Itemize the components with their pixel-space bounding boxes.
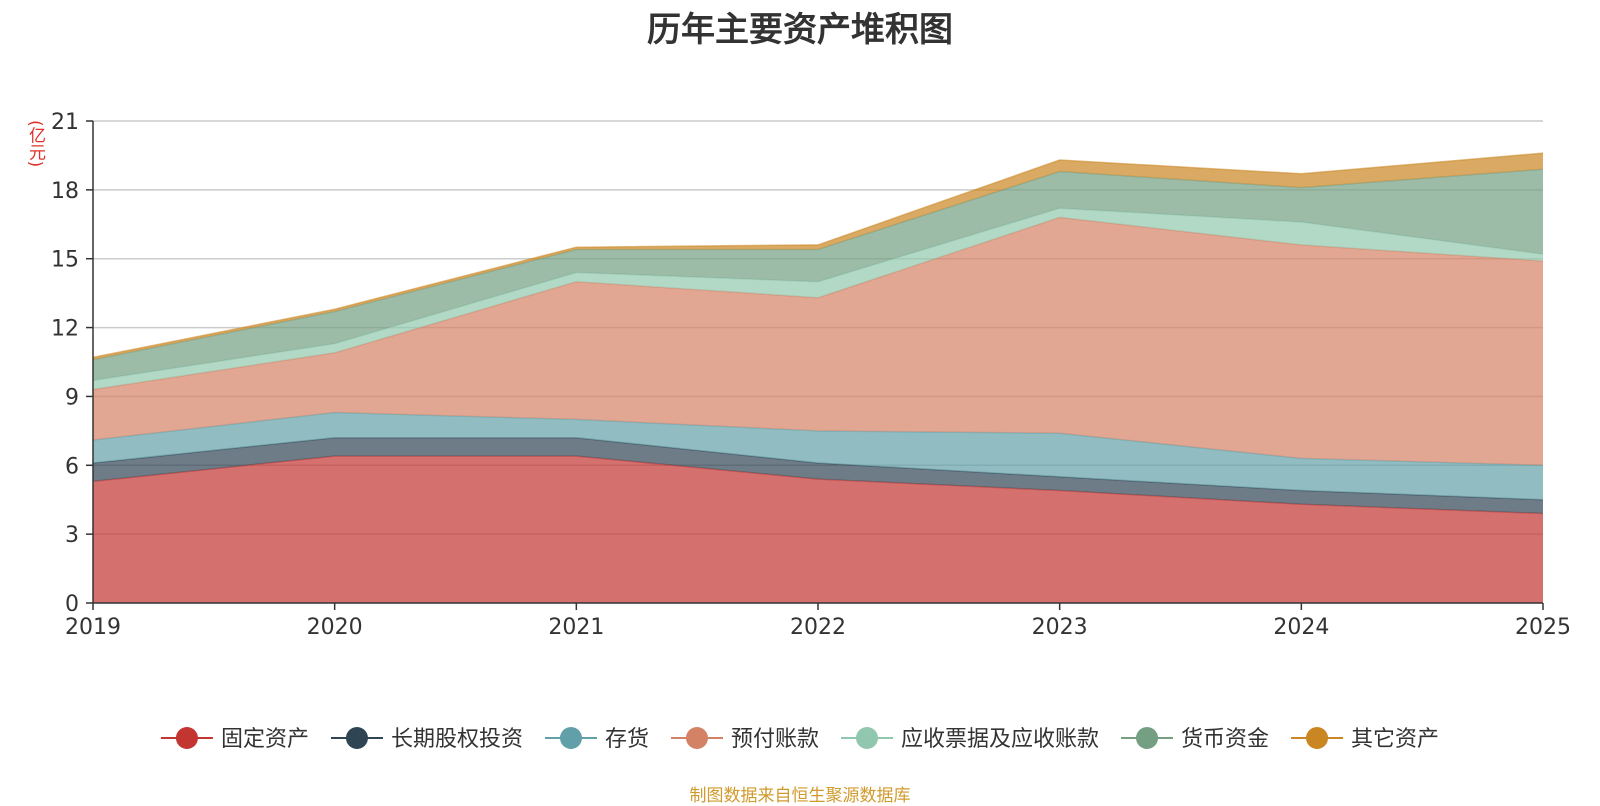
x-tick-label: 2022 [790,615,846,640]
legend-circle-icon [175,727,198,749]
area-series-edge-6 [92,152,1544,359]
area-layer [92,152,1544,603]
area-series-6 [93,153,1543,360]
legend-label: 存货 [605,727,649,752]
y-tick-label: 15 [51,248,79,273]
chart-title: 历年主要资产堆积图 [647,10,953,50]
legend-circle-icon [1306,727,1329,749]
legend-item-4[interactable]: 应收票据及应收账款 [841,727,1099,752]
x-tick-label: 2020 [307,615,363,640]
legend-circle-icon [345,727,368,749]
area-series-1 [93,437,1543,514]
legend-item-1[interactable]: 长期股权投资 [330,727,523,752]
legend-circle-icon [856,727,879,749]
legend-circle-icon [1136,727,1159,749]
y-tick-label: 3 [65,523,79,548]
area-series-3 [93,217,1543,466]
x-tick-label: 2021 [548,615,604,640]
legend-label: 固定资产 [221,727,309,752]
legend-label: 预付账款 [731,727,819,752]
y-tick-label: 6 [65,454,79,479]
y-tick-label: 0 [65,592,79,617]
legend-item-5[interactable]: 货币资金 [1121,727,1269,752]
y-tick-label: 21 [51,110,79,135]
legend-label: 其它资产 [1351,727,1439,752]
x-tick-label: 2023 [1032,615,1088,640]
legend-item-6[interactable]: 其它资产 [1291,727,1439,752]
legend: 固定资产 长期股权投资 存货 预付账款 应收票据及应收账款 货币资金 其它资产 [160,727,1439,752]
legend-circle-icon [559,727,582,749]
legend-label: 应收票据及应收账款 [901,727,1099,752]
legend-item-3[interactable]: 预付账款 [670,727,819,752]
legend-label: 长期股权投资 [391,727,523,752]
area-series-2 [93,412,1543,500]
legend-item-0[interactable]: 固定资产 [160,727,309,752]
y-tick-label: 9 [65,385,79,410]
x-tick-label: 2019 [65,615,121,640]
x-tick-label: 2024 [1273,615,1329,640]
x-tick-label: 2025 [1515,615,1571,640]
y-tick-label: 18 [51,179,79,204]
axis-layer: 0 3 6 9 12 15 18 21 2019 2020 2021 2022 2023 2024 2025 [51,110,1571,640]
legend-circle-icon [685,727,708,749]
area-series-0 [93,456,1543,603]
legend-label: 货币资金 [1181,727,1269,752]
legend-item-2[interactable]: 存货 [544,727,649,752]
area-series-5 [93,169,1543,381]
y-tick-label: 12 [51,317,79,342]
data-source-note: 制图数据来自恒生聚源数据库 [689,786,911,806]
y-axis-unit-label: (亿元) [25,120,45,168]
